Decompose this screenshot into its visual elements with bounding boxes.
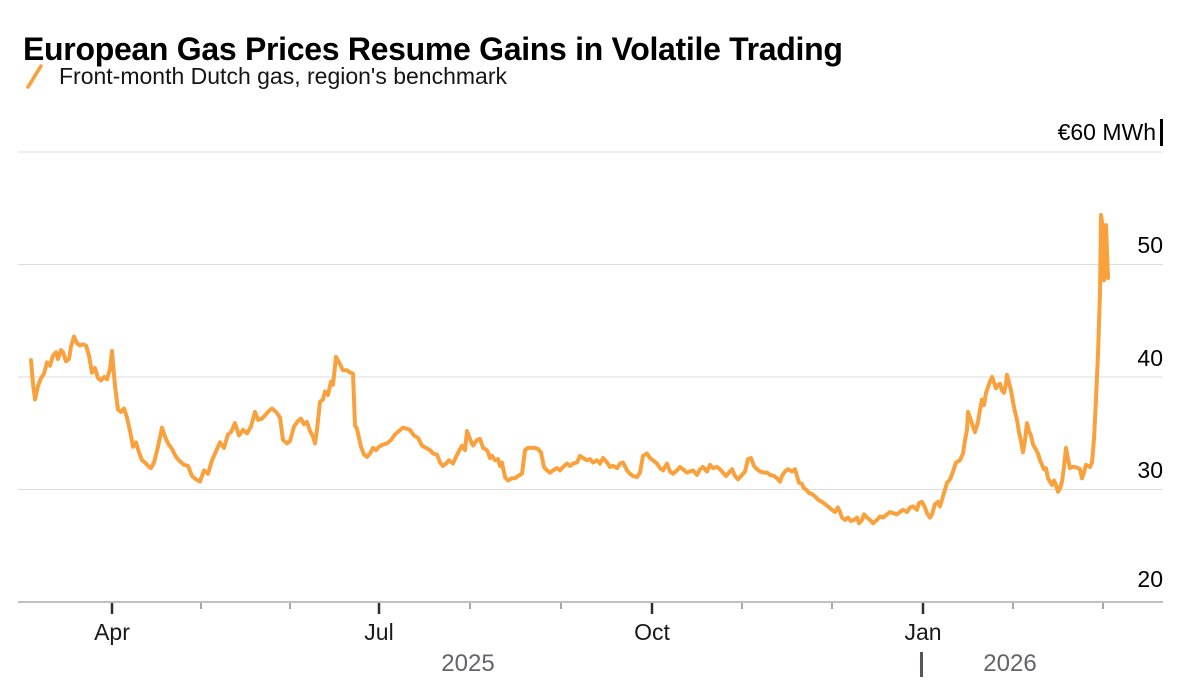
y-tick-label-30: 30 <box>1137 457 1163 483</box>
page-title: European Gas Prices Resume Gains in Vola… <box>23 31 843 68</box>
legend-series-label: Front-month Dutch gas, region's benchmar… <box>59 62 507 89</box>
x-tick-label-jul: Jul <box>364 619 394 645</box>
x-tick-label-jan: Jan <box>904 619 942 645</box>
x-tick-label-apr: Apr <box>94 619 130 645</box>
y-tick-label-50: 50 <box>1137 232 1163 258</box>
y-axis-unit-label: €60 MWh <box>1057 119 1156 145</box>
y-tick-label-20: 20 <box>1137 566 1163 592</box>
year-label-2025: 2025 <box>441 650 495 677</box>
top-axis-tick <box>1160 119 1163 146</box>
legend: Front-month Dutch gas, region's benchmar… <box>24 62 507 90</box>
y-tick-label-40: 40 <box>1137 345 1163 371</box>
x-tick-label-oct: Oct <box>634 619 670 645</box>
year-divider <box>920 652 923 677</box>
year-label-2026: 2026 <box>983 650 1037 677</box>
series-slash-icon <box>24 62 46 90</box>
